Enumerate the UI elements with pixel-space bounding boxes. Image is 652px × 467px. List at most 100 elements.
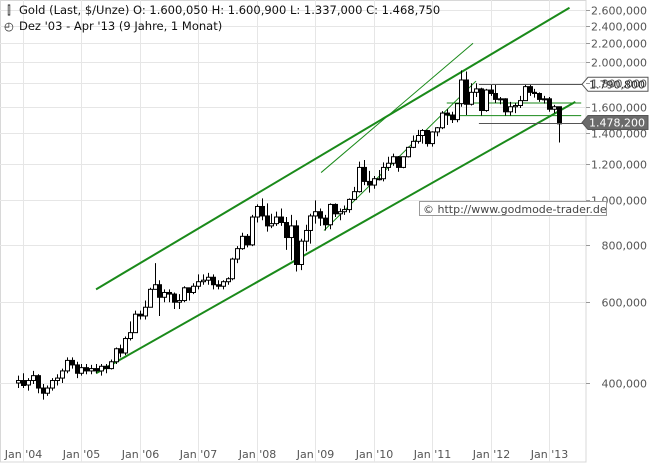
candle <box>99 364 104 376</box>
candlestick-series <box>16 70 562 400</box>
candle <box>221 280 226 290</box>
candle <box>523 84 528 102</box>
candle <box>435 127 440 137</box>
candle-body <box>542 98 547 101</box>
candle-body <box>528 86 533 93</box>
candle <box>201 274 206 285</box>
candle <box>128 321 133 341</box>
candle <box>333 203 338 218</box>
candle <box>269 213 274 229</box>
candle <box>362 159 367 186</box>
candle <box>250 214 255 247</box>
candle <box>542 95 547 104</box>
candle-body <box>445 112 450 116</box>
candle-body <box>357 166 362 193</box>
candle-body <box>250 216 255 246</box>
candle <box>493 84 498 104</box>
candle-body <box>313 211 318 217</box>
candle <box>503 98 508 116</box>
candle <box>226 277 231 285</box>
candle <box>464 71 469 116</box>
x-tick-label: Jan '10 <box>355 448 393 461</box>
candle-body <box>26 380 31 386</box>
low-value: L: 1.337,000 <box>289 3 363 17</box>
candle-body <box>352 191 357 200</box>
y-axis: 400,000600,000800,0001.000,0001.200,0001… <box>586 5 647 391</box>
candle <box>41 383 46 400</box>
candle-body <box>518 100 523 107</box>
candle-body <box>284 222 289 239</box>
y-tick-label: 1.200,000 <box>591 159 647 172</box>
candle-body <box>513 105 518 108</box>
candle-body <box>55 377 60 382</box>
candle-body <box>50 380 55 389</box>
candle <box>255 204 260 223</box>
trend-line <box>320 42 474 173</box>
candle-body <box>31 375 36 382</box>
candle <box>133 310 138 334</box>
candle-body <box>45 387 50 394</box>
candle-body <box>172 293 177 303</box>
y-tick-label: 1.800,000 <box>591 78 647 91</box>
candle-body <box>469 91 474 105</box>
x-tick-label: Jan '04 <box>4 448 42 461</box>
candle <box>45 385 50 396</box>
candle-body <box>79 367 84 374</box>
candle <box>518 95 523 108</box>
candle-body <box>245 235 250 246</box>
candle-body <box>70 359 75 366</box>
candle-body <box>420 130 425 137</box>
candle-body <box>493 92 498 100</box>
candle <box>445 109 450 125</box>
header-instrument-row: ⫿ Gold (Last, $/Unze) O: 1.600,050 H: 1.6… <box>3 2 440 18</box>
candle-body <box>328 203 333 226</box>
candle-body <box>508 106 513 113</box>
candle <box>50 378 55 391</box>
x-tick-label: Jan '09 <box>296 448 334 461</box>
candle <box>114 347 119 365</box>
trend-line <box>95 100 576 375</box>
candle-body <box>484 89 489 112</box>
candle-body <box>84 367 89 372</box>
price-flag <box>581 76 649 92</box>
candle <box>167 289 172 303</box>
x-tick-label: Jan '12 <box>472 448 510 461</box>
y-tick-label: 2.200,000 <box>591 38 647 51</box>
candle <box>450 111 455 123</box>
candle <box>94 364 99 374</box>
trend-lines <box>95 6 582 375</box>
candle <box>537 92 542 102</box>
trend-line <box>95 6 571 291</box>
candle-body <box>235 248 240 260</box>
high-value: H: 1.600,900 <box>211 3 287 17</box>
candle-body <box>474 88 479 93</box>
candle <box>342 205 347 215</box>
candle-body <box>489 89 494 94</box>
candle <box>547 97 552 112</box>
candle <box>323 214 328 231</box>
candle <box>245 233 250 248</box>
candle-body <box>148 288 153 308</box>
candle <box>284 217 289 250</box>
instrument-title: Gold (Last, $/Unze) <box>19 3 130 17</box>
candle-body <box>537 92 542 100</box>
candle <box>557 106 562 143</box>
candle <box>420 129 425 144</box>
candle <box>162 289 167 303</box>
candle <box>498 97 503 105</box>
candle <box>153 263 158 290</box>
candle-body <box>255 205 260 218</box>
candle-body <box>342 209 347 213</box>
candle-body <box>347 198 352 211</box>
candle <box>109 359 114 370</box>
candle <box>406 146 411 158</box>
candle <box>328 203 333 230</box>
candle-body <box>450 114 455 121</box>
candlestick-icon: ⫿ <box>7 3 11 17</box>
candle <box>191 283 196 295</box>
candle-body <box>557 106 562 125</box>
candle <box>75 361 80 379</box>
candle <box>172 292 177 309</box>
candle <box>484 88 489 112</box>
candle-body <box>187 287 192 293</box>
